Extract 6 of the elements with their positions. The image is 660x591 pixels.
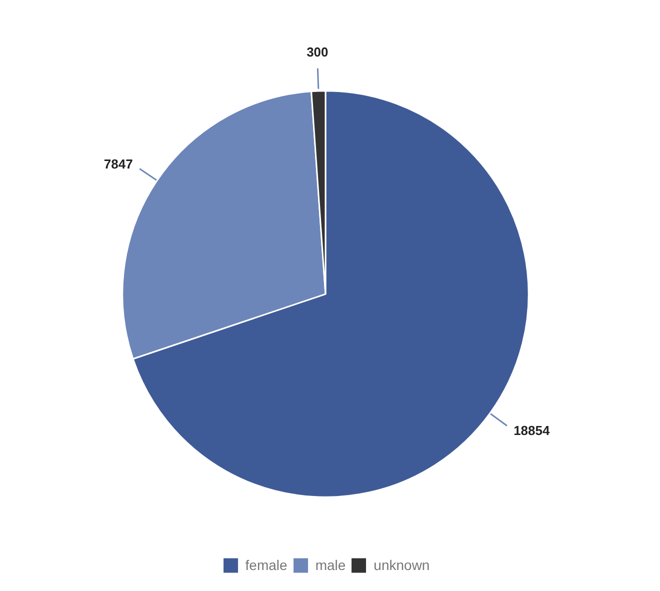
data-label: 7847 (104, 156, 133, 172)
legend-label: female (245, 557, 288, 573)
data-label: 300 (306, 44, 328, 60)
legend-label: male (315, 557, 346, 573)
legend-label: unknown (374, 557, 430, 573)
data-label: 18854 (514, 423, 550, 438)
